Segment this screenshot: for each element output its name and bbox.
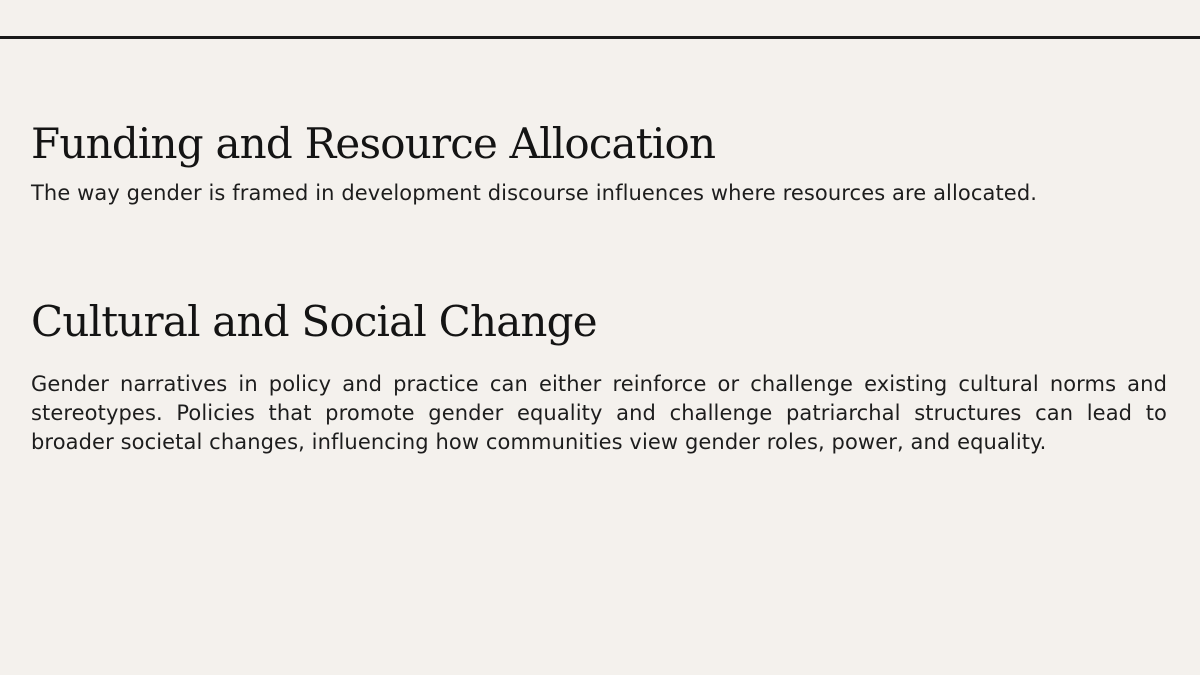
top-divider	[0, 36, 1200, 39]
section-heading-funding: Funding and Resource Allocation	[31, 119, 716, 168]
section-body-cultural-change: Gender narratives in policy and practice…	[31, 372, 1167, 454]
section-heading-cultural-change: Cultural and Social Change	[31, 297, 598, 346]
section-body-funding: The way gender is framed in development …	[31, 181, 1038, 205]
